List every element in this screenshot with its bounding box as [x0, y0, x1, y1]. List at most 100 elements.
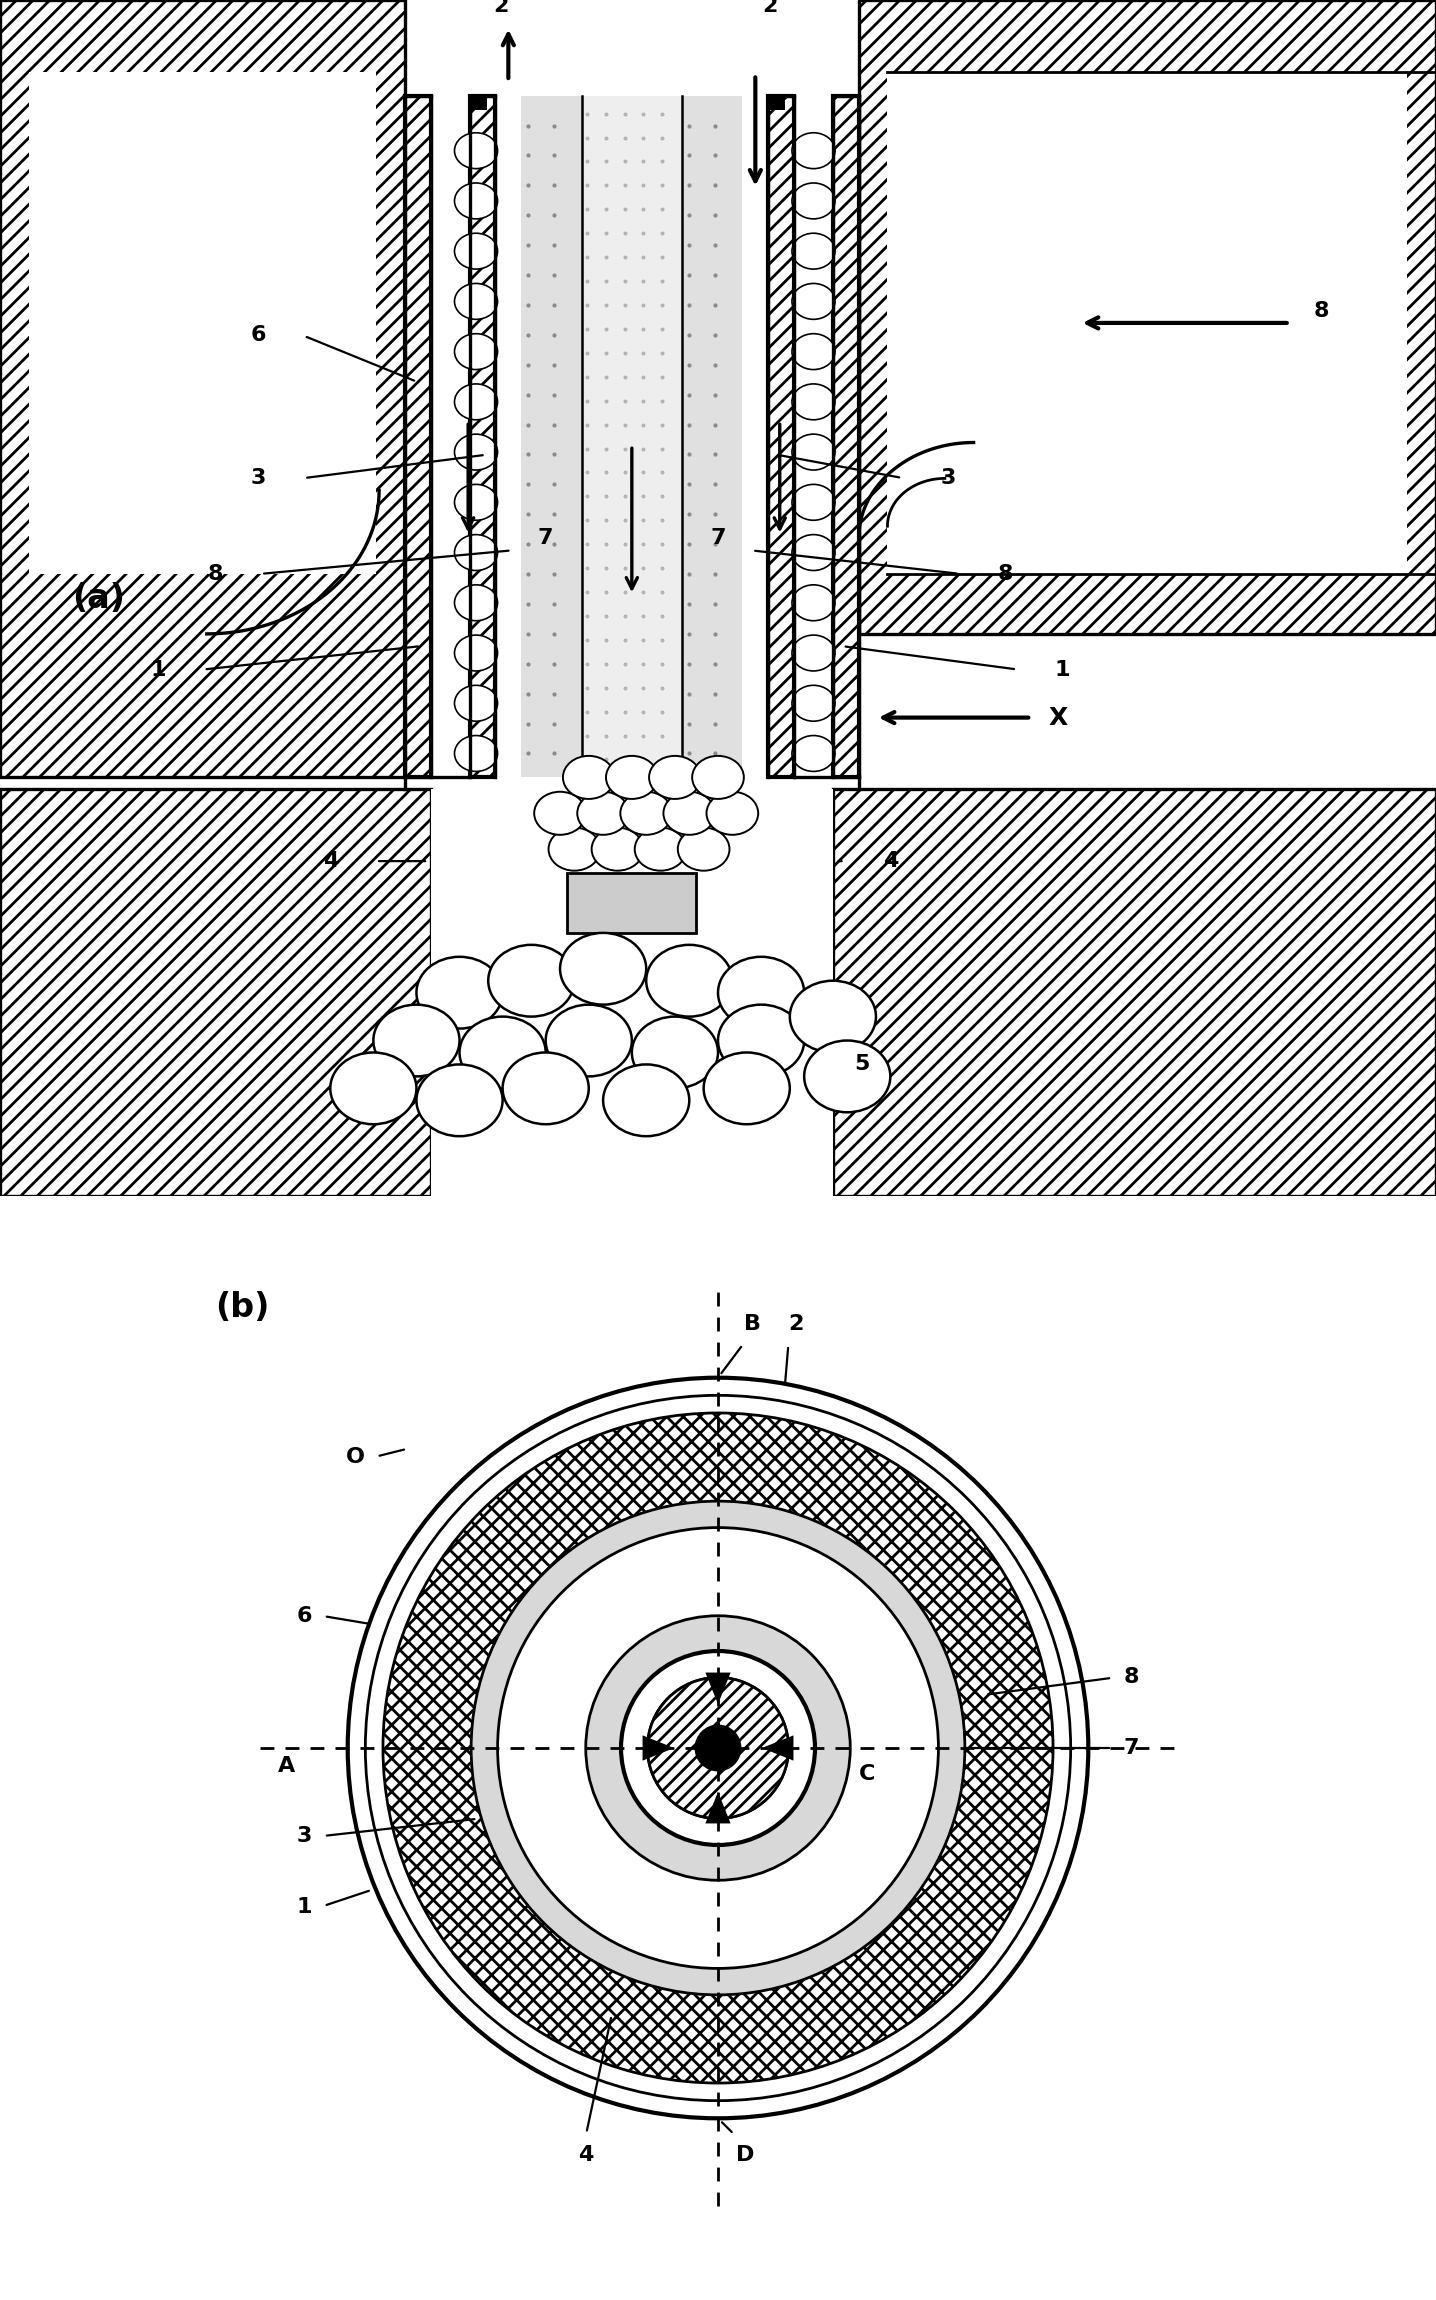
Circle shape	[454, 283, 497, 320]
Circle shape	[718, 1005, 804, 1076]
Text: 8: 8	[1123, 1668, 1139, 1688]
Bar	[405, 97, 431, 777]
Circle shape	[498, 1527, 938, 1969]
Circle shape	[592, 828, 643, 872]
Circle shape	[793, 736, 834, 770]
Circle shape	[646, 945, 732, 1017]
Bar	[431, 789, 833, 1196]
Text: B: B	[744, 1313, 761, 1334]
Circle shape	[454, 232, 497, 269]
Bar	[768, 97, 785, 110]
Circle shape	[503, 1053, 589, 1125]
Text: 3: 3	[941, 469, 955, 488]
Circle shape	[373, 1005, 460, 1076]
Text: 1: 1	[297, 1898, 313, 1916]
Circle shape	[804, 1040, 890, 1113]
Circle shape	[577, 791, 629, 835]
Text: A: A	[277, 1755, 294, 1776]
Bar	[0, 0, 405, 777]
Bar	[833, 97, 859, 777]
Circle shape	[793, 232, 834, 269]
Circle shape	[793, 685, 834, 722]
Bar	[859, 0, 1436, 635]
Circle shape	[793, 584, 834, 621]
Text: C: C	[859, 1764, 876, 1785]
Bar	[470, 97, 487, 110]
Polygon shape	[708, 1796, 728, 1822]
Circle shape	[635, 828, 686, 872]
Circle shape	[563, 757, 615, 798]
Circle shape	[330, 1053, 416, 1125]
Bar	[567, 874, 696, 934]
Text: 6: 6	[251, 324, 266, 345]
Circle shape	[454, 435, 497, 469]
Bar	[682, 97, 742, 777]
Circle shape	[454, 334, 497, 370]
Circle shape	[383, 1412, 1053, 2084]
Circle shape	[793, 534, 834, 570]
Circle shape	[707, 791, 758, 835]
Circle shape	[471, 1502, 965, 1994]
Circle shape	[648, 1677, 788, 1819]
Circle shape	[606, 757, 658, 798]
Circle shape	[348, 1378, 1088, 2118]
Circle shape	[560, 934, 646, 1005]
Text: 1: 1	[1055, 660, 1070, 681]
Polygon shape	[643, 1736, 671, 1760]
Text: 8: 8	[998, 564, 1012, 584]
Circle shape	[603, 1065, 689, 1136]
Circle shape	[534, 791, 586, 835]
Bar	[768, 97, 794, 777]
Circle shape	[793, 334, 834, 370]
Text: 8: 8	[208, 564, 223, 584]
Polygon shape	[765, 1736, 793, 1760]
Circle shape	[454, 485, 497, 520]
Text: 7: 7	[711, 529, 725, 547]
Circle shape	[696, 1725, 740, 1771]
Circle shape	[416, 957, 503, 1028]
Circle shape	[454, 584, 497, 621]
Bar	[29, 71, 376, 575]
Text: (a): (a)	[72, 582, 125, 614]
Text: 4: 4	[579, 2144, 593, 2164]
Circle shape	[793, 283, 834, 320]
Circle shape	[488, 945, 574, 1017]
Circle shape	[790, 980, 876, 1053]
Text: 6: 6	[297, 1605, 313, 1626]
Text: D: D	[735, 2144, 754, 2164]
Circle shape	[460, 1017, 546, 1088]
Circle shape	[704, 1053, 790, 1125]
Circle shape	[454, 384, 497, 421]
Circle shape	[663, 791, 715, 835]
Circle shape	[632, 1017, 718, 1088]
Text: 5: 5	[854, 1053, 869, 1074]
Bar	[833, 789, 1436, 1196]
Text: 3: 3	[297, 1826, 313, 1847]
Text: 4: 4	[323, 851, 337, 872]
Circle shape	[793, 133, 834, 168]
Text: 7: 7	[1123, 1739, 1139, 1757]
Text: 3: 3	[251, 469, 266, 488]
Bar	[582, 97, 682, 777]
Circle shape	[620, 1651, 816, 1845]
Bar	[521, 97, 582, 777]
Circle shape	[365, 1396, 1071, 2100]
Circle shape	[793, 635, 834, 672]
Text: 8: 8	[1314, 301, 1328, 322]
Bar	[470, 97, 495, 777]
Circle shape	[549, 828, 600, 872]
Bar	[0, 789, 431, 1196]
Circle shape	[678, 828, 729, 872]
Text: 2: 2	[788, 1313, 804, 1334]
Circle shape	[454, 736, 497, 770]
Circle shape	[471, 1502, 965, 1994]
Circle shape	[793, 384, 834, 421]
Circle shape	[793, 184, 834, 218]
Circle shape	[586, 1615, 850, 1881]
Circle shape	[454, 534, 497, 570]
Polygon shape	[708, 1674, 728, 1700]
Text: 2: 2	[763, 0, 777, 16]
Circle shape	[718, 957, 804, 1028]
Circle shape	[454, 184, 497, 218]
Circle shape	[793, 485, 834, 520]
